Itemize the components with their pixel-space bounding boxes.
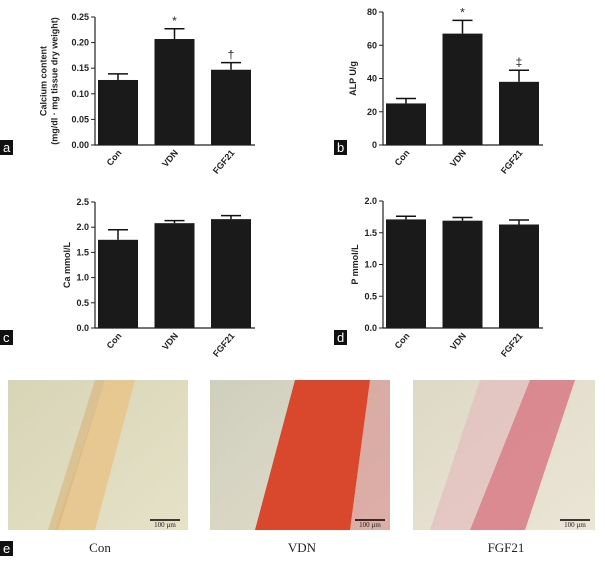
significance-mark: *	[172, 14, 177, 28]
bar	[98, 79, 138, 145]
significance-mark: *	[460, 5, 465, 19]
micrograph-fgf21	[413, 380, 595, 530]
y-axis-label: P mmol/L	[350, 244, 360, 285]
bar	[98, 239, 138, 328]
y-tick-label: 0.0	[76, 323, 89, 333]
panel-label-bg	[0, 140, 13, 155]
bar	[442, 220, 483, 328]
bar	[211, 219, 251, 328]
significance-mark: †	[228, 48, 235, 62]
image-caption: FGF21	[488, 540, 525, 555]
y-tick-label: 1.0	[76, 273, 89, 283]
scale-bar-label: 100 µm	[564, 521, 586, 529]
scale-bar-label: 100 µm	[359, 521, 381, 529]
x-tick-label: Con	[105, 331, 124, 351]
panel-label: a	[3, 140, 11, 155]
panel-label-bg	[334, 140, 347, 155]
image-caption: Con	[89, 540, 111, 555]
panel-label: b	[337, 140, 344, 155]
y-tick-label: 0.00	[71, 140, 89, 150]
x-tick-label: FGF21	[499, 148, 525, 176]
y-axis-label: ALP U/g	[348, 61, 358, 96]
y-tick-label: 1.5	[76, 247, 89, 257]
y-tick-label: 0.20	[71, 38, 89, 48]
y-tick-label: 0.0	[364, 323, 377, 333]
micrograph-con	[8, 380, 188, 530]
y-tick-label: 2.0	[364, 196, 377, 206]
bar	[499, 81, 539, 145]
scale-bar-label: 100 µm	[154, 521, 176, 529]
x-tick-label: Con	[393, 148, 412, 168]
y-tick-label: 80	[367, 7, 377, 17]
x-tick-label: VDN	[160, 331, 180, 352]
x-tick-label: VDN	[448, 331, 468, 352]
y-tick-label: 1.0	[364, 260, 377, 270]
x-tick-label: FGF21	[211, 331, 237, 359]
micrograph-vdn	[210, 380, 390, 530]
y-tick-label: 2.0	[76, 222, 89, 232]
x-tick-label: VDN	[448, 148, 468, 169]
bar	[154, 39, 195, 145]
bar	[154, 223, 195, 328]
panel-label: e	[3, 541, 10, 556]
y-tick-label: 0.5	[76, 298, 89, 308]
panel-label-bg	[334, 330, 347, 345]
y-axis-label: Calcium content	[39, 46, 49, 116]
image-caption: VDN	[288, 540, 317, 555]
panel-label-bg	[0, 541, 13, 556]
x-tick-label: Con	[105, 148, 124, 168]
y-tick-label: 1.5	[364, 228, 377, 238]
bar	[442, 33, 483, 145]
panel-label: c	[3, 330, 10, 345]
y-axis-label: (mg/dl · mg tissue dry weight)	[50, 17, 60, 145]
y-tick-label: 20	[367, 107, 377, 117]
y-tick-label: 2.5	[76, 197, 89, 207]
y-tick-label: 0.5	[364, 291, 377, 301]
y-tick-label: 40	[367, 74, 377, 84]
bar	[211, 69, 251, 145]
panel-label: d	[337, 330, 344, 345]
significance-mark: ‡	[516, 55, 523, 69]
y-tick-label: 0	[372, 140, 377, 150]
y-tick-label: 0.25	[71, 12, 89, 22]
bar	[499, 224, 539, 328]
bar	[386, 103, 426, 145]
x-tick-label: VDN	[160, 148, 180, 169]
x-tick-label: FGF21	[499, 331, 525, 359]
y-axis-label: Ca mmol/L	[62, 241, 72, 288]
panel-label-bg	[0, 330, 13, 345]
y-tick-label: 60	[367, 40, 377, 50]
x-tick-label: FGF21	[211, 148, 237, 176]
bar	[386, 219, 426, 328]
y-tick-label: 0.15	[71, 63, 89, 73]
y-tick-label: 0.10	[71, 89, 89, 99]
y-tick-label: 0.05	[71, 114, 89, 124]
x-tick-label: Con	[393, 331, 412, 351]
